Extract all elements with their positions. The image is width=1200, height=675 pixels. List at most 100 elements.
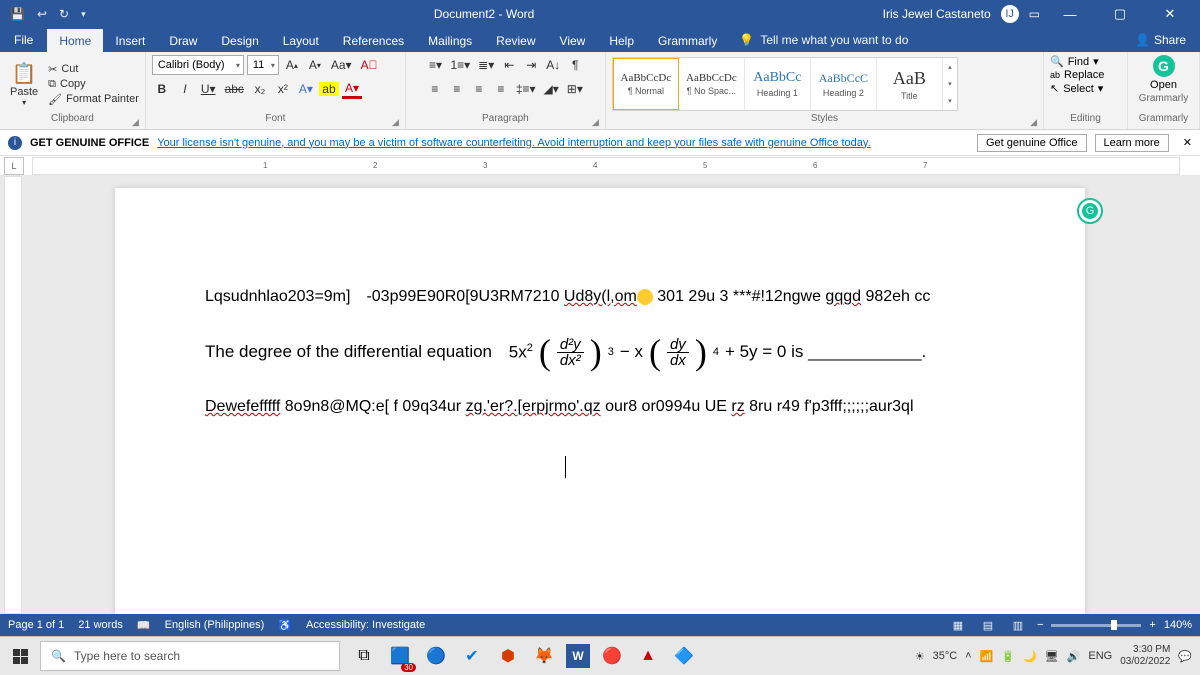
paste-button[interactable]: 📋Paste▾ [6,59,42,109]
volume-icon[interactable]: 🔊 [1067,650,1081,663]
styles-more-icon[interactable]: ▴▾▾ [943,58,957,110]
copy-button[interactable]: ⧉Copy [48,78,139,91]
language-status[interactable]: English (Philippines) [165,619,265,631]
notifications-icon[interactable]: 💬 [1178,650,1192,663]
zoom-slider[interactable] [1051,624,1141,627]
maximize-icon[interactable]: ▢ [1100,6,1140,22]
font-name-combo[interactable]: Calibri (Body) [152,55,244,75]
italic-button[interactable]: I [175,79,195,99]
app-icon[interactable]: 🔷 [670,642,698,670]
style-item[interactable]: AaBbCcHeading 1 [745,58,811,110]
align-center-button[interactable]: ≡ [447,79,467,99]
ribbon-options-icon[interactable]: ▭ [1029,7,1040,21]
tab-draw[interactable]: Draw [157,29,209,52]
strike-button[interactable]: abc [222,79,247,99]
grow-font-button[interactable]: A▴ [282,55,302,75]
tab-view[interactable]: View [548,29,598,52]
format-painter-button[interactable]: 🖌Format Painter [48,93,139,106]
dialog-launcher-icon[interactable]: ◢ [132,117,139,128]
superscript-button[interactable]: x² [273,79,293,99]
select-button[interactable]: ↖ Select ▾ [1050,82,1103,95]
subscript-button[interactable]: x₂ [250,79,270,99]
learn-more-button[interactable]: Learn more [1095,134,1169,152]
styles-gallery[interactable]: AaBbCcDc¶ NormalAaBbCcDc¶ No Spac...AaBb… [612,57,958,111]
style-item[interactable]: AaBTitle [877,58,943,110]
accessibility-status[interactable]: Accessibility: Investigate [306,619,425,631]
borders-button[interactable]: ⊞▾ [564,79,586,99]
style-item[interactable]: AaBbCcDc¶ Normal [613,58,679,110]
cut-button[interactable]: ✂Cut [48,63,139,76]
replace-button[interactable]: ab Replace [1050,69,1104,81]
word-count[interactable]: 21 words [78,619,123,631]
tray-chevron-icon[interactable]: ˄ [965,650,971,662]
wifi-icon[interactable]: 📶 [980,650,994,663]
tab-file[interactable]: File [0,28,47,52]
redo-icon[interactable]: ↻ [59,7,69,21]
line-spacing-button[interactable]: ‡≡▾ [513,79,539,99]
undo-icon[interactable]: ↩ [37,7,47,21]
tab-grammarly[interactable]: Grammarly [646,29,729,52]
dec-indent-button[interactable]: ⇤ [499,55,519,75]
font-size-combo[interactable]: 11 [247,55,279,75]
weather-icon[interactable]: ☀ [915,650,925,663]
minimize-icon[interactable]: — [1050,7,1090,22]
word-icon[interactable]: W [566,644,590,668]
tab-home[interactable]: Home [47,29,103,52]
tab-review[interactable]: Review [484,29,547,52]
night-icon[interactable]: 🌙 [1023,650,1037,663]
grammarly-float-icon[interactable]: G [1077,198,1103,224]
warning-link[interactable]: Your license isn't genuine, and you may … [157,137,870,149]
horizontal-ruler[interactable]: 1234567 [32,157,1180,175]
clear-format-button[interactable]: A⃠ [358,55,381,75]
share-button[interactable]: 👤 Share [1121,28,1200,52]
office-icon[interactable]: ⬢ [494,642,522,670]
task-view-icon[interactable]: ⧉ [350,642,378,670]
numbering-button[interactable]: 1≡▾ [447,55,473,75]
qat-more-icon[interactable]: ▾ [81,9,86,20]
close-icon[interactable]: ✕ [1150,6,1190,22]
clock[interactable]: 3:30 PM03/02/2022 [1120,644,1170,668]
chrome-icon[interactable]: 🔴 [598,642,626,670]
print-layout-icon[interactable]: ▤ [977,619,999,632]
pilcrow-button[interactable]: ¶ [565,55,585,75]
dialog-launcher-icon[interactable]: ◢ [592,117,599,128]
tab-design[interactable]: Design [209,29,270,52]
dialog-launcher-icon[interactable]: ◢ [392,117,399,128]
grammarly-open[interactable]: Open [1150,79,1177,91]
tab-help[interactable]: Help [597,29,646,52]
todo-icon[interactable]: ✔ [458,642,486,670]
spellcheck-icon[interactable]: 📖 [137,619,151,632]
zoom-out-icon[interactable]: − [1037,619,1043,631]
shrink-font-button[interactable]: A▾ [305,55,325,75]
weather-temp[interactable]: 35°C [933,650,958,662]
avatar[interactable]: IJ [1001,5,1019,23]
tell-me[interactable]: 💡 Tell me what you want to do [729,28,918,52]
underline-button[interactable]: U▾ [198,79,219,99]
dialog-launcher-icon[interactable]: ◢ [1030,117,1037,128]
display-icon[interactable]: 🖥 [1045,650,1059,663]
page-status[interactable]: Page 1 of 1 [8,619,64,631]
zoom-in-icon[interactable]: + [1149,619,1155,631]
close-warning-icon[interactable]: ✕ [1183,136,1192,149]
find-button[interactable]: 🔍 Find ▾ [1050,55,1099,68]
change-case-button[interactable]: Aa▾ [328,55,355,75]
tab-mailings[interactable]: Mailings [416,29,484,52]
bullets-button[interactable]: ≡▾ [425,55,445,75]
app-icon[interactable]: 🟦30 [386,642,414,670]
taskbar-search[interactable]: 🔍 Type here to search [40,641,340,671]
get-genuine-button[interactable]: Get genuine Office [977,134,1087,152]
lang-indicator[interactable]: ENG [1088,650,1112,662]
web-layout-icon[interactable]: ▥ [1007,619,1029,632]
app-icon[interactable]: 🦊 [530,642,558,670]
highlight-button[interactable]: ab [319,82,339,96]
multilevel-button[interactable]: ≣▾ [475,55,497,75]
tab-selector[interactable]: L [4,157,24,175]
justify-button[interactable]: ≡ [491,79,511,99]
pdf-icon[interactable]: ▲ [634,642,662,670]
style-item[interactable]: AaBbCcDc¶ No Spac... [679,58,745,110]
grammarly-icon[interactable]: G [1153,55,1175,77]
tab-layout[interactable]: Layout [271,29,331,52]
align-right-button[interactable]: ≡ [469,79,489,99]
save-icon[interactable]: 💾 [10,7,25,21]
battery-icon[interactable]: 🔋 [1001,650,1015,663]
